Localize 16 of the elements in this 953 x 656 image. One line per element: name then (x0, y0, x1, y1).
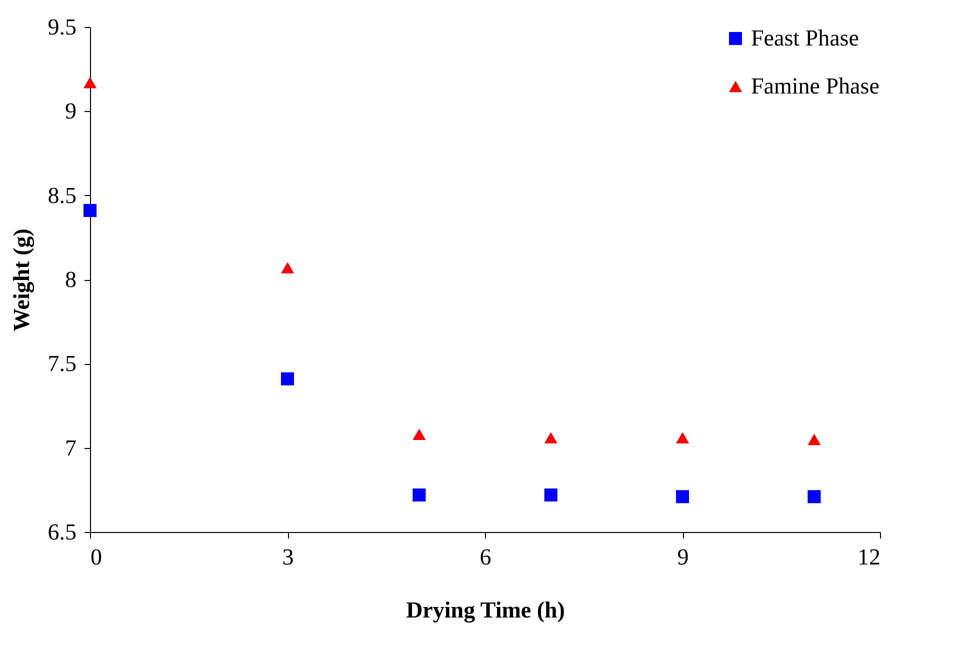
y-tick-label: 9 (65, 98, 76, 124)
y-tick-label: 8.5 (48, 182, 76, 208)
x-tick-label: 12 (858, 544, 880, 570)
legend-label: Famine Phase (751, 74, 880, 98)
x-tick-label: 3 (282, 544, 294, 570)
y-tick-label: 7 (65, 435, 76, 460)
y-tick-label: 8 (65, 267, 76, 292)
y-tick-label: 7.5 (48, 351, 76, 376)
x-tick-label: 6 (480, 544, 492, 570)
x-tick-label: 0 (90, 544, 102, 570)
y-tick-label: 9.5 (48, 14, 76, 40)
y-tick-label: 6.5 (48, 520, 76, 544)
legend-label: Feast Phase (751, 26, 859, 50)
y-axis-title: Weight (g) (8, 228, 35, 332)
x-tick-label: 9 (677, 544, 689, 570)
x-axis-title: Drying Time (h) (406, 598, 565, 624)
